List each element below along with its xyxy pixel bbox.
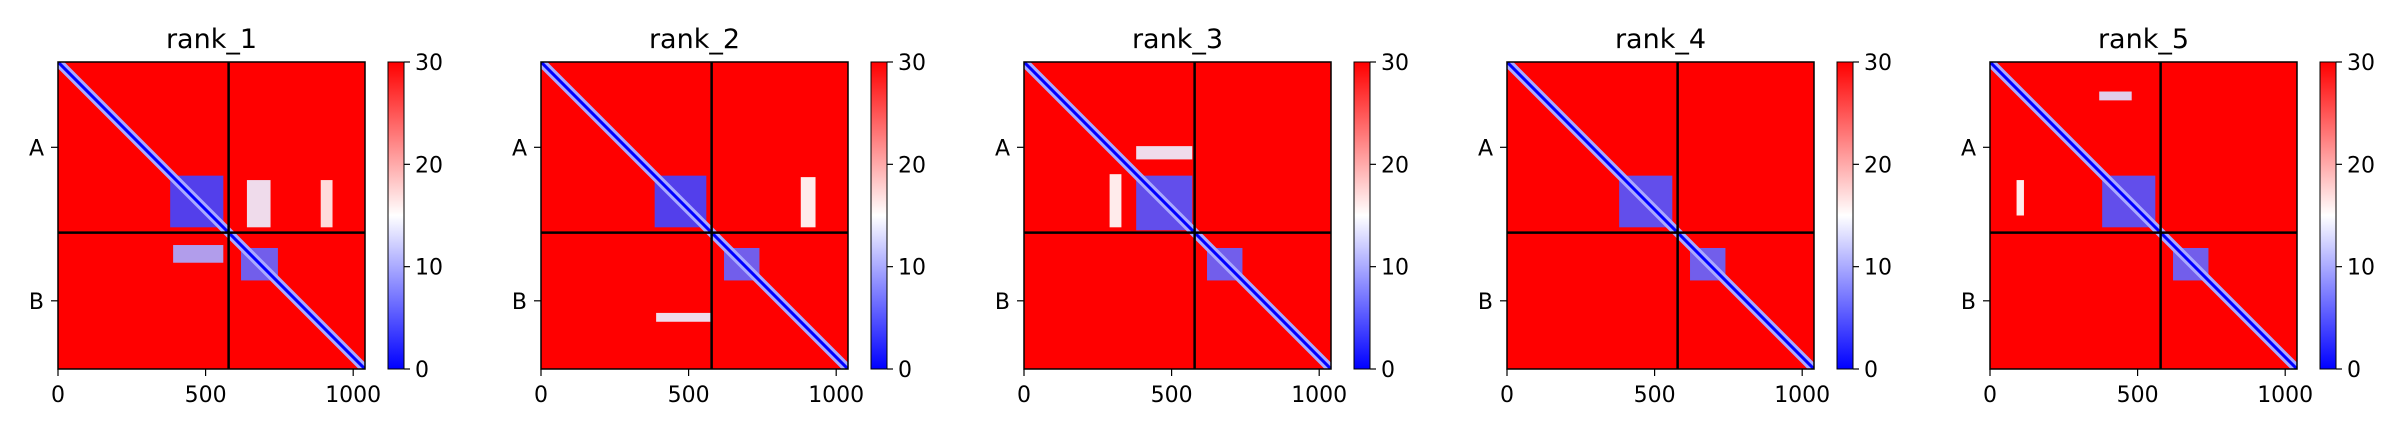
chain-label-A: A [1478,136,1493,161]
x-tick-label: 1000 [808,383,864,408]
panel-rank_2: rank_2 0 500 1000 A B 0 10 20 30 [512,24,926,408]
colorbar-tick-label: 30 [415,51,443,76]
colorbar-tick-label: 20 [1381,153,1409,178]
heatmap-region [1136,146,1193,160]
colorbar-tick-label: 0 [415,358,429,383]
heatmap-region [2016,180,2024,216]
colorbar-tick-label: 0 [898,358,912,383]
x-tick-label: 500 [668,383,710,408]
x-tick-label: 500 [1151,383,1193,408]
chain-label-B: B [1961,290,1976,315]
x-tick-label: 0 [1983,383,1997,408]
colorbar-tick-label: 20 [1864,153,1892,178]
plot-frame [1023,61,1332,370]
colorbar-tick-label: 30 [1864,51,1892,76]
colorbar-tick-label: 30 [2347,51,2375,76]
colorbar [387,61,405,370]
x-tick-label: 500 [1634,383,1676,408]
colorbar [2319,61,2337,370]
panel-rank_4: rank_4 0 500 1000 A B 0 10 20 30 [1478,24,1892,408]
heatmap-region [800,177,816,228]
colorbar-tick-label: 10 [415,256,443,281]
panel-rank_5: rank_5 0 500 1000 A B 0 10 20 30 [1961,24,2375,408]
colorbar-tick-label: 20 [2347,153,2375,178]
panel-rank_1: rank_1 0 500 1000 A B 0 10 20 30 [29,24,443,408]
colorbar-tick-label: 10 [1381,256,1409,281]
heatmap-region [1109,174,1122,228]
heatmap-region [320,180,333,228]
chain-label-A: A [512,136,527,161]
chain-label-A: A [29,136,44,161]
heatmap-region [2099,91,2132,101]
colorbar-tick-label: 10 [898,256,926,281]
plot-frame [1506,61,1815,370]
diagonal-line [1024,62,1331,369]
plot-frame [540,61,849,370]
panel-title: rank_1 [166,24,257,55]
panel-title: rank_3 [1132,24,1223,55]
colorbar-tick-label: 10 [2347,256,2375,281]
colorbar-tick-label: 0 [1381,358,1395,383]
colorbar [1353,61,1371,370]
x-tick-label: 0 [1500,383,1514,408]
panel-rank_3: rank_3 0 500 1000 A B 0 10 20 30 [995,24,1409,408]
heatmap-region [656,312,713,322]
plot-frame [57,61,366,370]
x-tick-label: 0 [51,383,65,408]
colorbar-tick-label: 20 [415,153,443,178]
colorbar-tick-label: 0 [2347,358,2361,383]
chain-label-B: B [512,290,527,315]
diagonal-line [541,62,848,369]
colorbar-tick-label: 0 [1864,358,1878,383]
x-tick-label: 500 [185,383,227,408]
heatmap-region [246,180,271,228]
x-tick-label: 1000 [325,383,381,408]
x-tick-label: 1000 [1774,383,1830,408]
x-tick-label: 1000 [2257,383,2313,408]
diagonal-line [1990,62,2297,369]
colorbar [1836,61,1854,370]
diagonal-line [1507,62,1814,369]
diagonal-line [58,62,365,369]
x-tick-label: 500 [2117,383,2159,408]
x-tick-label: 0 [1017,383,1031,408]
panel-title: rank_2 [649,24,740,55]
colorbar-tick-label: 10 [1864,256,1892,281]
plot-frame [1989,61,2298,370]
colorbar-tick-label: 30 [1381,51,1409,76]
panel-title: rank_5 [2098,24,2189,55]
colorbar-tick-label: 20 [898,153,926,178]
chain-label-B: B [1478,290,1493,315]
chain-label-B: B [995,290,1010,315]
colorbar [870,61,888,370]
chain-label-A: A [995,136,1010,161]
x-tick-label: 0 [534,383,548,408]
heatmap-region [173,245,224,263]
panel-title: rank_4 [1615,24,1706,55]
chain-label-A: A [1961,136,1976,161]
colorbar-tick-label: 30 [898,51,926,76]
x-tick-label: 1000 [1291,383,1347,408]
chain-label-B: B [29,290,44,315]
